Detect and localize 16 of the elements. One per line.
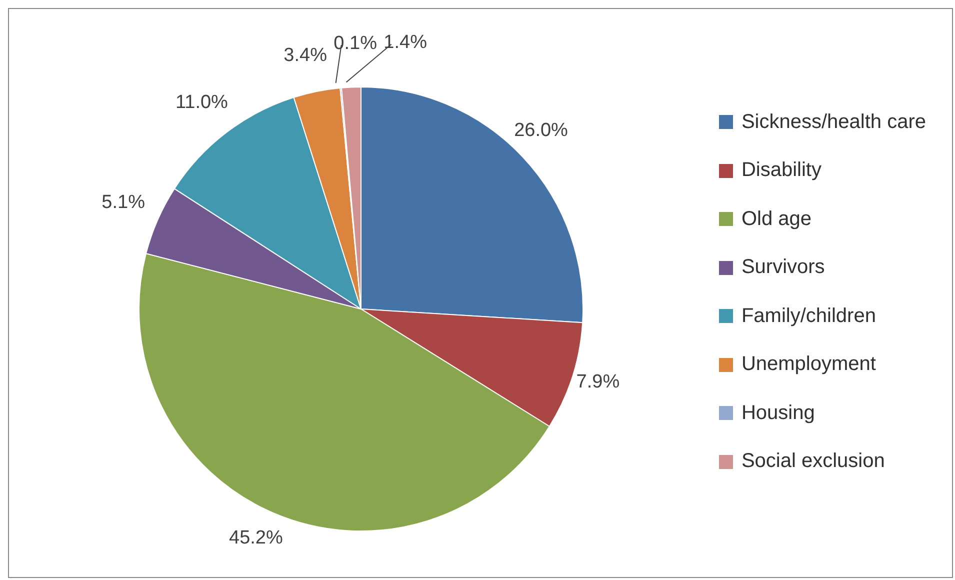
data-label: 1.4% — [384, 32, 428, 54]
legend-label: Survivors — [741, 256, 825, 280]
legend-label: Family/children — [741, 304, 876, 328]
data-label: 3.4% — [284, 45, 328, 66]
data-label: 0.1% — [334, 33, 378, 54]
legend-label: Disability — [741, 159, 822, 182]
legend-label: Social exclusion — [741, 450, 885, 474]
data-label: 26.0% — [514, 120, 568, 141]
legend-label: Housing — [741, 402, 815, 425]
data-label: 45.2% — [229, 527, 283, 548]
legend-label: Sickness/health care — [741, 110, 926, 134]
legend-label: Old age — [741, 208, 812, 231]
data-label: 5.1% — [102, 192, 146, 214]
data-label: 7.9% — [576, 371, 620, 392]
legend-label: Unemployment — [741, 353, 876, 376]
data-label: 11.0% — [175, 92, 228, 114]
